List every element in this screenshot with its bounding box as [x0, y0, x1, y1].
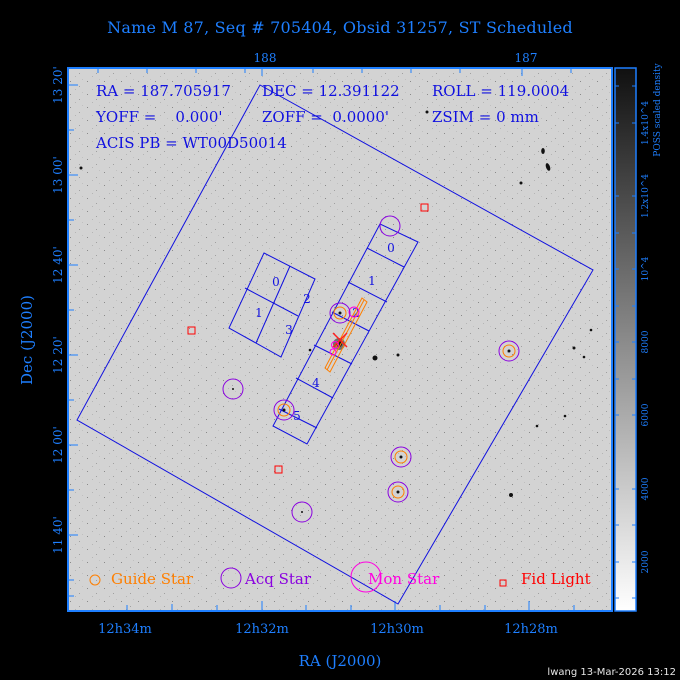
- svg-text:10^4: 10^4: [641, 256, 651, 281]
- colorbar-labels: 2000 4000 6000 8000 10^4 1.2x10^4 1.4x10…: [641, 62, 663, 573]
- svg-text:POSS scaled density: POSS scaled density: [653, 62, 663, 156]
- svg-text:2: 2: [303, 292, 311, 306]
- dec-value: DEC = 12.391122: [262, 82, 400, 100]
- svg-text:0: 0: [272, 275, 280, 289]
- svg-text:13 20': 13 20': [51, 66, 65, 104]
- zsim-value: ZSIM = 0 mm: [432, 108, 539, 126]
- svg-text:12 00': 12 00': [51, 426, 65, 464]
- legend-acq-label: Acq Star: [244, 570, 312, 588]
- svg-text:3: 3: [285, 323, 293, 337]
- guide-star-dots: [282, 311, 511, 494]
- legend-fid-label: Fid Light: [521, 570, 591, 588]
- svg-text:13 00': 13 00': [51, 156, 65, 194]
- roll-value: ROLL = 119.0004: [432, 82, 569, 100]
- legend-mon-label: Mon Star: [368, 570, 440, 588]
- acis-s-chip-labels: 0 1 2 4 5: [293, 241, 395, 423]
- svg-text:0: 0: [387, 241, 395, 255]
- acis-pb-value: ACIS PB = WT00D50014: [95, 134, 287, 152]
- svg-text:1: 1: [368, 274, 376, 288]
- legend-mon-icon: [350, 561, 382, 593]
- legend-guide-label: Guide Star: [111, 570, 194, 588]
- top-tick-188: 188: [254, 51, 277, 65]
- svg-text:1.4x10^4: 1.4x10^4: [641, 101, 651, 145]
- target-slit: [324, 297, 368, 373]
- svg-text:6000: 6000: [641, 403, 651, 426]
- footer-stamp: lwang 13-Mar-2026 13:12: [547, 667, 676, 678]
- svg-text:2: 2: [352, 306, 360, 320]
- y-tick-labels: 13 20' 13 00' 12 40' 12 20' 12 00' 11 40…: [51, 66, 65, 554]
- legend: Guide Star Acq Star Mon Star Fid Light: [89, 561, 591, 593]
- fid-lights: [187, 203, 429, 474]
- svg-text:4000: 4000: [641, 477, 651, 500]
- yoff-value: YOFF = 0.000': [95, 108, 223, 126]
- ra-value: RA = 187.705917: [96, 82, 231, 100]
- legend-guide-icon: [89, 574, 101, 586]
- mon-window-icon: [329, 348, 337, 356]
- svg-text:12 40': 12 40': [51, 246, 65, 284]
- x-tick-labels: 12h34m 12h32m 12h30m 12h28m: [98, 622, 558, 637]
- acq-stars: [222, 215, 520, 523]
- zoff-value: ZOFF = 0.0000': [262, 108, 389, 126]
- svg-text:2000: 2000: [641, 550, 651, 573]
- colorbar-ticks: [615, 85, 636, 599]
- legend-acq-icon: [220, 567, 242, 589]
- plot-frame: [67, 67, 613, 612]
- acis-i-chips: [228, 252, 316, 358]
- pointing-info: RA = 187.705917 DEC = 12.391122 ROLL = 1…: [95, 82, 569, 152]
- field-of-view-outline: [76, 84, 594, 605]
- y-axis-label: Dec (J2000): [18, 295, 36, 385]
- target-marker-icon: [332, 332, 348, 348]
- svg-text:12h34m: 12h34m: [98, 622, 152, 637]
- svg-text:12h30m: 12h30m: [370, 622, 424, 637]
- svg-text:4: 4: [312, 376, 320, 390]
- top-tick-187: 187: [515, 51, 538, 65]
- x-axis-label: RA (J2000): [299, 652, 382, 670]
- svg-text:8000: 8000: [641, 330, 651, 353]
- guide-stars: [277, 306, 516, 499]
- mon-window-icon: [348, 306, 360, 318]
- mon-window-icon: [331, 341, 339, 349]
- colorbar: [614, 67, 637, 612]
- plot-title: Name M 87, Seq # 705404, Obsid 31257, ST…: [107, 18, 573, 37]
- axis-ticks: [68, 68, 575, 611]
- acis-i-chip-labels: 0 1 2 3: [255, 275, 311, 337]
- svg-text:1.2x10^4: 1.2x10^4: [641, 174, 651, 218]
- legend-fid-icon: [499, 579, 507, 587]
- svg-text:12h32m: 12h32m: [235, 622, 289, 637]
- svg-text:5: 5: [293, 409, 301, 423]
- svg-text:12 20': 12 20': [51, 336, 65, 374]
- svg-text:12h28m: 12h28m: [504, 622, 558, 637]
- svg-text:1: 1: [255, 306, 263, 320]
- svg-text:11 40': 11 40': [51, 516, 65, 554]
